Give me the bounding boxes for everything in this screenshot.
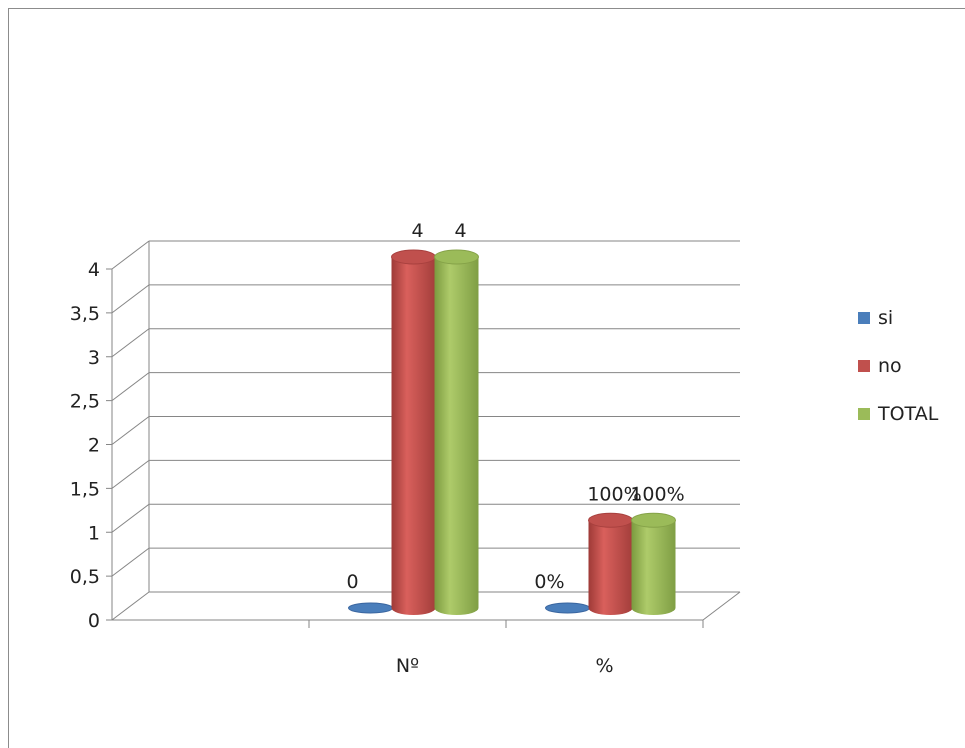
bar-total-1 [631,512,676,615]
data-label: 100% [630,483,684,505]
gridline-diagonal [111,459,150,489]
data-label: 0% [534,571,564,593]
y-tick-label: 2,5 [70,391,100,413]
y-tick-label: 1,5 [70,478,100,500]
y-tick-label: 0,5 [70,566,100,588]
gridline-diagonal [111,503,150,533]
bar-top-ellipse [588,512,633,528]
legend: si no TOTAL [858,306,938,450]
legend-item-si: si [858,306,938,330]
bar-body [391,257,436,615]
bar-body [434,257,479,615]
bar-body [588,520,633,615]
chart-frame [8,8,965,748]
legend-label-si: si [878,307,894,329]
gridline-diagonal [111,240,150,270]
y-tick-label: 4 [88,259,100,281]
legend-label-no: no [878,355,902,377]
gridline-diagonal [111,372,150,402]
data-label: 4 [411,220,423,242]
bar-total-0 [434,249,479,615]
gridline-diagonal [111,284,150,314]
y-tick-label: 3,5 [70,303,100,325]
gridline-diagonal [111,591,150,621]
legend-swatch-si [858,312,870,324]
legend-item-no: no [858,354,938,378]
gridline-diagonal [111,416,150,445]
x-category-label: Nº [396,655,419,677]
data-label: 100% [587,483,641,505]
legend-item-total: TOTAL [858,402,938,426]
gridline-diagonal [111,328,150,358]
bar-si-0 [348,602,393,614]
bar-no-1 [588,512,633,615]
bar-top-ellipse [434,249,479,265]
data-label: 4 [454,220,466,242]
bar-base-ellipse [348,602,393,614]
x-category-label: % [595,655,613,677]
legend-swatch-total [858,408,870,420]
bar-top-ellipse [631,512,676,528]
y-tick-label: 1 [88,522,100,544]
legend-swatch-no [858,360,870,372]
y-tick-label: 2 [88,435,100,457]
bar-top-ellipse [391,249,436,265]
legend-label-total: TOTAL [878,403,939,425]
y-tick-label: 0 [88,610,100,632]
bar-no-0 [391,249,436,615]
floor-edge [702,591,741,621]
bar-chart: 0 0,5 1 1,5 2 2,5 3 3,5 4 Nº % 0 4 4 0% 100%100% [70,220,741,677]
bar-si-1 [545,602,590,614]
y-tick-label: 3 [88,347,100,369]
bar-base-ellipse [545,602,590,614]
data-label: 0 [346,571,358,593]
gridline-diagonal [111,547,150,577]
bar-body [631,520,676,615]
